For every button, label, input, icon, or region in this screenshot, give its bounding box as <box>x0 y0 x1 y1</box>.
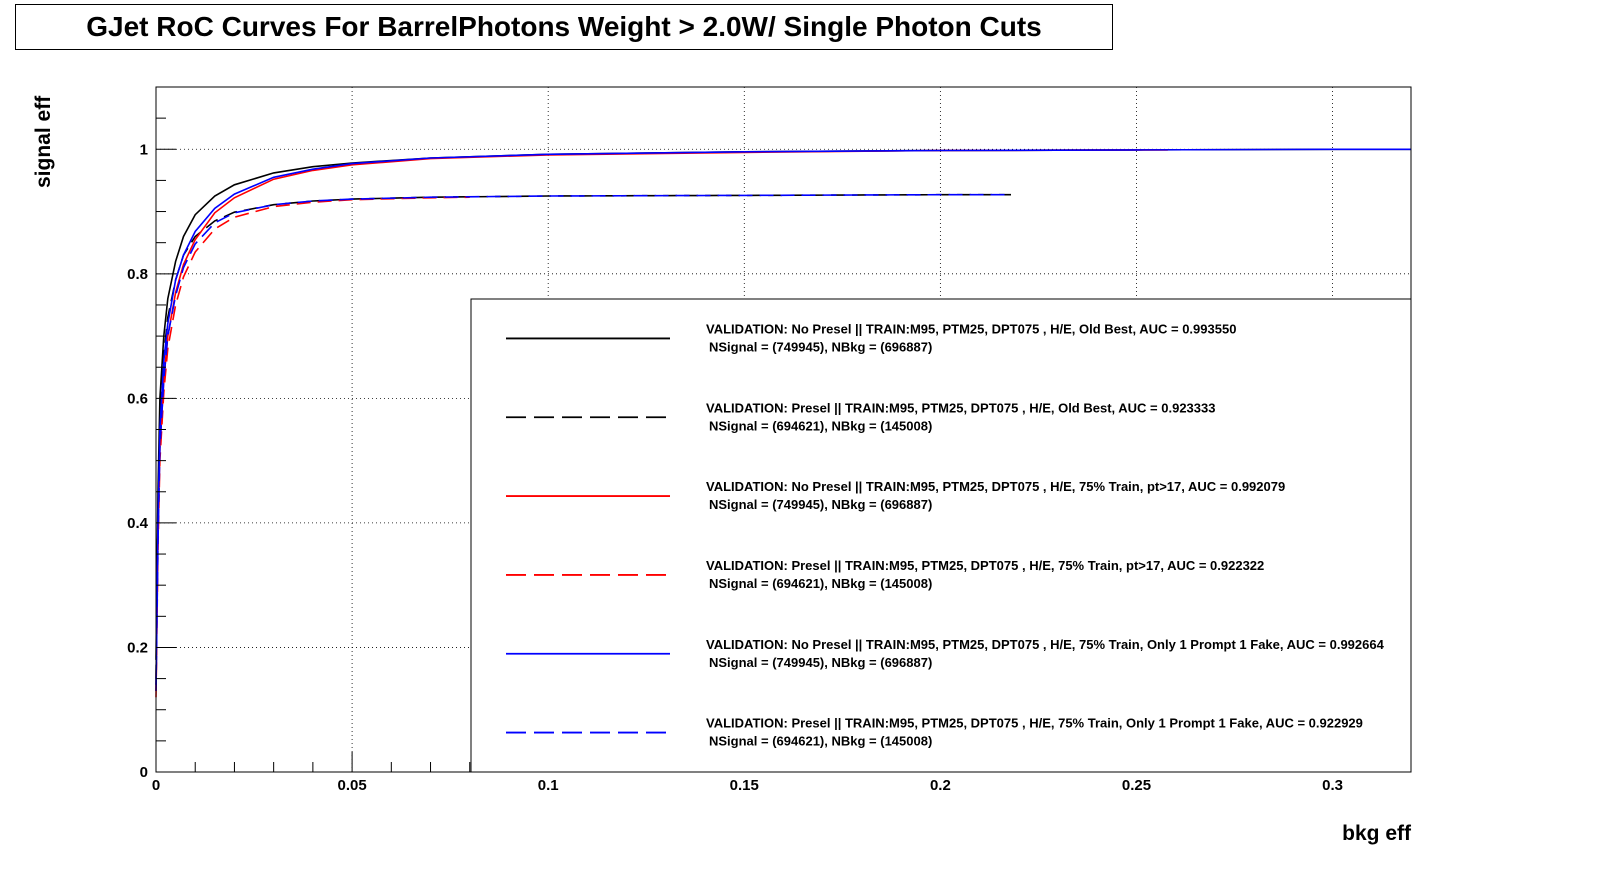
x-tick-label: 0.05 <box>337 777 366 794</box>
legend-entry-counts: NSignal = (749945), NBkg = (696887) <box>709 497 932 512</box>
y-axis-title: signal eff <box>32 95 55 188</box>
legend-box <box>470 298 1412 773</box>
chart-title: GJet RoC Curves For BarrelPhotons Weight… <box>86 11 1042 42</box>
y-tick-label: 0.2 <box>127 639 148 656</box>
legend: VALIDATION: No Presel || TRAIN:M95, PTM2… <box>470 298 1412 773</box>
y-tick-label: 0 <box>140 764 148 781</box>
legend-entry-name: VALIDATION: Presel || TRAIN:M95, PTM25, … <box>706 558 1264 573</box>
y-tick-label: 1 <box>140 141 148 158</box>
x-tick-label: 0.2 <box>930 777 951 794</box>
legend-entry-counts: NSignal = (749945), NBkg = (696887) <box>709 655 932 670</box>
legend-entry-name: VALIDATION: Presel || TRAIN:M95, PTM25, … <box>706 400 1215 415</box>
x-tick-label: 0.3 <box>1322 777 1343 794</box>
chart-title-box: GJet RoC Curves For BarrelPhotons Weight… <box>15 4 1113 50</box>
x-tick-label: 0.1 <box>538 777 559 794</box>
y-tick-label: 0.4 <box>127 515 149 532</box>
legend-entry-name: VALIDATION: No Presel || TRAIN:M95, PTM2… <box>706 321 1236 336</box>
roc-curve-6 <box>155 193 1011 692</box>
legend-entry-counts: NSignal = (749945), NBkg = (696887) <box>709 339 932 354</box>
legend-entry-counts: NSignal = (694621), NBkg = (145008) <box>709 734 932 749</box>
legend-entry-name: VALIDATION: No Presel || TRAIN:M95, PTM2… <box>706 637 1385 652</box>
curves <box>155 148 1411 698</box>
axes: 0 0.05 0.1 0.15 0.2 0.25 0.3 0 0.2 0.4 0.6 0.8 1 <box>127 117 1373 794</box>
x-tick-label: 0.25 <box>1122 777 1151 794</box>
y-tick-label: 0.8 <box>127 266 148 283</box>
x-tick-label: 0 <box>152 777 160 794</box>
x-tick-label: 0.15 <box>730 777 759 794</box>
y-tick-label: 0.6 <box>127 390 148 407</box>
roc-curve-5 <box>155 148 1411 685</box>
x-axis-title: bkg eff <box>1342 822 1412 845</box>
legend-entry-counts: NSignal = (694621), NBkg = (145008) <box>709 418 932 433</box>
legend-entry-counts: NSignal = (694621), NBkg = (145008) <box>709 576 932 591</box>
legend-entry-name: VALIDATION: No Presel || TRAIN:M95, PTM2… <box>706 479 1285 494</box>
legend-entry-name: VALIDATION: Presel || TRAIN:M95, PTM25, … <box>706 716 1363 731</box>
